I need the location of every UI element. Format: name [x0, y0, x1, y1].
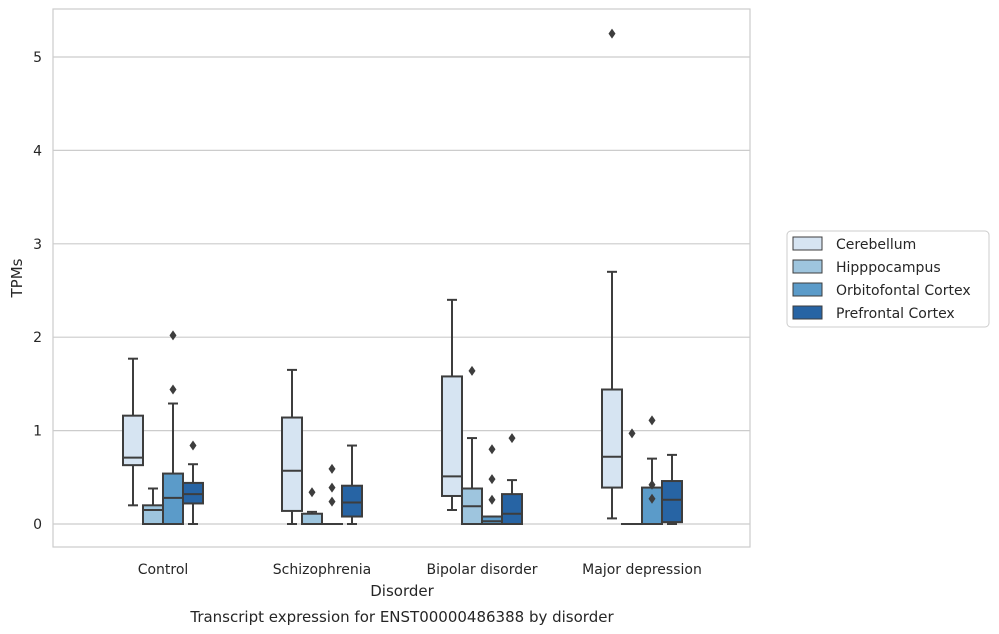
- box-0-0: [122, 357, 144, 507]
- legend-frame: [786, 230, 990, 328]
- box-iqr: [661, 480, 683, 524]
- plot-area: [52, 8, 751, 548]
- box-1-1: [301, 487, 323, 526]
- legend-entry: Cerebellum: [836, 237, 916, 253]
- box-0-1: [281, 368, 303, 525]
- legend-entry: Hipppocampus: [836, 260, 941, 276]
- legend-entry: Prefrontal Cortex: [836, 306, 955, 322]
- x-tick-label: Major depression: [582, 562, 702, 578]
- outlier-point: [468, 365, 476, 376]
- box-3-1: [341, 444, 363, 525]
- outlier-point: [648, 479, 656, 490]
- box-0-3: [601, 28, 623, 520]
- x-tick-label: Control: [138, 562, 189, 578]
- outlier-point: [328, 463, 336, 474]
- outlier-point: [628, 428, 636, 439]
- outlier-point: [488, 474, 496, 485]
- outlier-point: [189, 440, 197, 451]
- legend-swatch: [792, 259, 823, 274]
- x-tick-label: Bipolar disorder: [426, 562, 537, 578]
- y-tick-label: 5: [33, 50, 42, 66]
- box-3-3: [661, 453, 683, 525]
- box-3-0: [182, 440, 204, 525]
- legend-swatch: [792, 236, 823, 251]
- outlier-point: [508, 433, 516, 444]
- outlier-point: [648, 493, 656, 504]
- box-0-2: [441, 298, 463, 511]
- y-axis-label: TPMs: [8, 258, 26, 298]
- outlier-point: [328, 496, 336, 507]
- y-tick-label: 2: [33, 330, 42, 346]
- box-series: [122, 28, 683, 526]
- outlier-point: [488, 494, 496, 505]
- legend: Cerebellum Hipppocampus Orbitofontal Corte…: [786, 230, 990, 328]
- box-1-0: [142, 487, 164, 526]
- x-axis-label: Disorder: [370, 582, 434, 600]
- outlier-point: [488, 444, 496, 455]
- outlier-point: [328, 482, 336, 493]
- outlier-point: [169, 330, 177, 341]
- y-tick-label: 4: [33, 143, 42, 159]
- box-iqr: [501, 493, 523, 525]
- y-tick-labels: 0 1 2 3 4 5: [33, 50, 42, 533]
- box-iqr: [122, 414, 144, 467]
- box-iqr: [142, 504, 164, 526]
- outlier-point: [169, 384, 177, 395]
- legend-swatch: [792, 305, 823, 320]
- box-iqr: [341, 484, 363, 518]
- y-tick-label: 1: [33, 424, 42, 440]
- x-tick-label: Schizophrenia: [273, 562, 371, 578]
- box-iqr: [441, 375, 463, 497]
- box-2-0: [162, 330, 184, 525]
- box-iqr: [641, 486, 663, 526]
- outlier-point: [308, 487, 316, 498]
- box-iqr: [281, 416, 303, 512]
- box-iqr: [301, 512, 323, 526]
- box-iqr: [601, 388, 623, 489]
- legend-swatch: [792, 282, 823, 297]
- outlier-point: [608, 28, 616, 39]
- chart-title: Transcript expression for ENST0000048638…: [189, 608, 614, 626]
- legend-entry: Orbitofontal Cortex: [836, 283, 971, 299]
- y-tick-label: 3: [33, 237, 42, 253]
- box-1-2: [461, 365, 483, 525]
- box-2-2: [481, 444, 503, 526]
- box-2-1: [321, 463, 343, 526]
- y-tick-label: 0: [33, 517, 42, 533]
- outlier-point: [648, 415, 656, 426]
- x-tick-labels: Control Schizophrenia Bipolar disorder Majo…: [138, 562, 702, 578]
- box-3-2: [501, 433, 523, 525]
